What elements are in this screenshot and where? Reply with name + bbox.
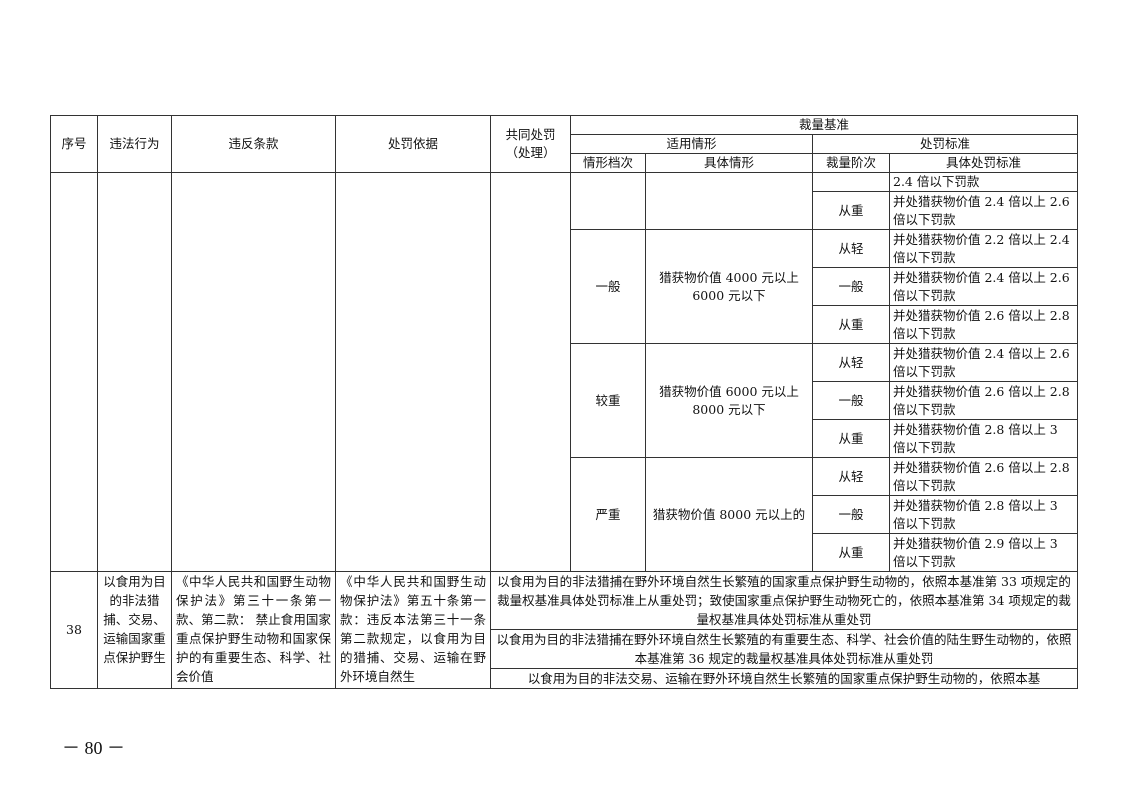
stage: 从重 [812,419,890,458]
cont-basis [335,172,491,572]
row38-seq: 38 [50,571,98,689]
penalty-standard: 并处猎获物价值 2.9 倍以上 3 倍以下罚款 [888,533,1079,572]
header-standard: 处罚标准 [811,134,1079,154]
cont-level [570,172,646,230]
header-situation: 具体情形 [645,153,813,173]
stage: 从重 [812,305,890,344]
cont-clause [171,172,336,572]
situation: 猎获物价值 4000 元以上 6000 元以下 [645,229,813,344]
cont-act [97,172,172,572]
stage: 一般 [812,381,890,420]
row38-note: 以食用为目的非法猎捕在野外环境自然生长繁殖的国家重点保护野生动物的，依照本基准第… [489,571,1079,630]
row38-basis: 《中华人民共和国野生动物保护法》第五十条第一款：违反本法第三十一条第二款规定，以… [335,571,491,689]
penalty-standard: 并处猎获物价值 2.6 倍以上 2.8 倍以下罚款 [888,305,1079,344]
header-clause: 违反条款 [171,115,336,173]
header-discretion: 裁量基准 [569,115,1079,135]
stage: 从重 [812,533,890,572]
cont-stage [812,172,890,192]
stage: 从轻 [812,457,890,496]
level: 较重 [570,343,646,458]
penalty-standard: 并处猎获物价值 2.8 倍以上 3 倍以下罚款 [888,495,1079,534]
penalty-standard: 并处猎获物价值 2.4 倍以上 2.6 倍以下罚款 [888,343,1079,382]
row38-note: 以食用为目的非法交易、运输在野外环境自然生长繁殖的国家重点保护野生动物的，依照本… [489,668,1079,689]
stage: 从重 [812,191,890,230]
situation: 猎获物价值 6000 元以上 8000 元以下 [645,343,813,458]
page-number: － 80 － [62,738,125,758]
stage: 从轻 [812,229,890,268]
penalty-standard: 并处猎获物价值 2.2 倍以上 2.4 倍以下罚款 [888,229,1079,268]
stage: 从轻 [812,343,890,382]
cont-seq [50,172,98,572]
level: 一般 [570,229,646,344]
penalty-standard: 并处猎获物价值 2.4 倍以上 2.6 倍以下罚款 [888,191,1079,230]
header-seq: 序号 [50,115,98,173]
situation: 猎获物价值 8000 元以上的 [645,457,813,572]
cont-joint [490,172,571,572]
penalty-standard: 并处猎获物价值 2.4 倍以上 2.6 倍以下罚款 [888,267,1079,306]
header-stage: 裁量阶次 [812,153,890,173]
penalty-standard: 并处猎获物价值 2.6 倍以上 2.8 倍以下罚款 [888,381,1079,420]
stage: 一般 [812,495,890,534]
row38-note: 以食用为目的非法猎捕在野外环境自然生长繁殖的有重要生态、科学、社会价值的陆生野生… [489,629,1079,669]
header-specific: 具体处罚标准 [888,153,1079,173]
cont-situation [645,172,813,230]
penalty-standard: 并处猎获物价值 2.6 倍以上 2.8 倍以下罚款 [888,457,1079,496]
penalty-standard: 并处猎获物价值 2.8 倍以上 3 倍以下罚款 [888,419,1079,458]
penalty-standard: 2.4 倍以下罚款 [888,172,1079,192]
header-level: 情形档次 [570,153,646,173]
header-applicable: 适用情形 [570,134,813,154]
level: 严重 [570,457,646,572]
row38-clause: 《中华人民共和国野生动物保护法》第三十一条第一款、第二款： 禁止食用国家重点保护… [171,571,336,689]
header-basis: 处罚依据 [335,115,491,173]
stage: 一般 [812,267,890,306]
header-joint: 共同处罚（处理） [490,115,571,173]
discretion-standard-table: 序号 违法行为 违反条款 处罚依据 共同处罚（处理） 裁量基准 适用情形 处罚标… [50,115,1079,689]
header-act: 违法行为 [97,115,172,173]
row38-act: 以食用为目的非法猎捕、交易、运输国家重点保护野生 [97,571,172,689]
